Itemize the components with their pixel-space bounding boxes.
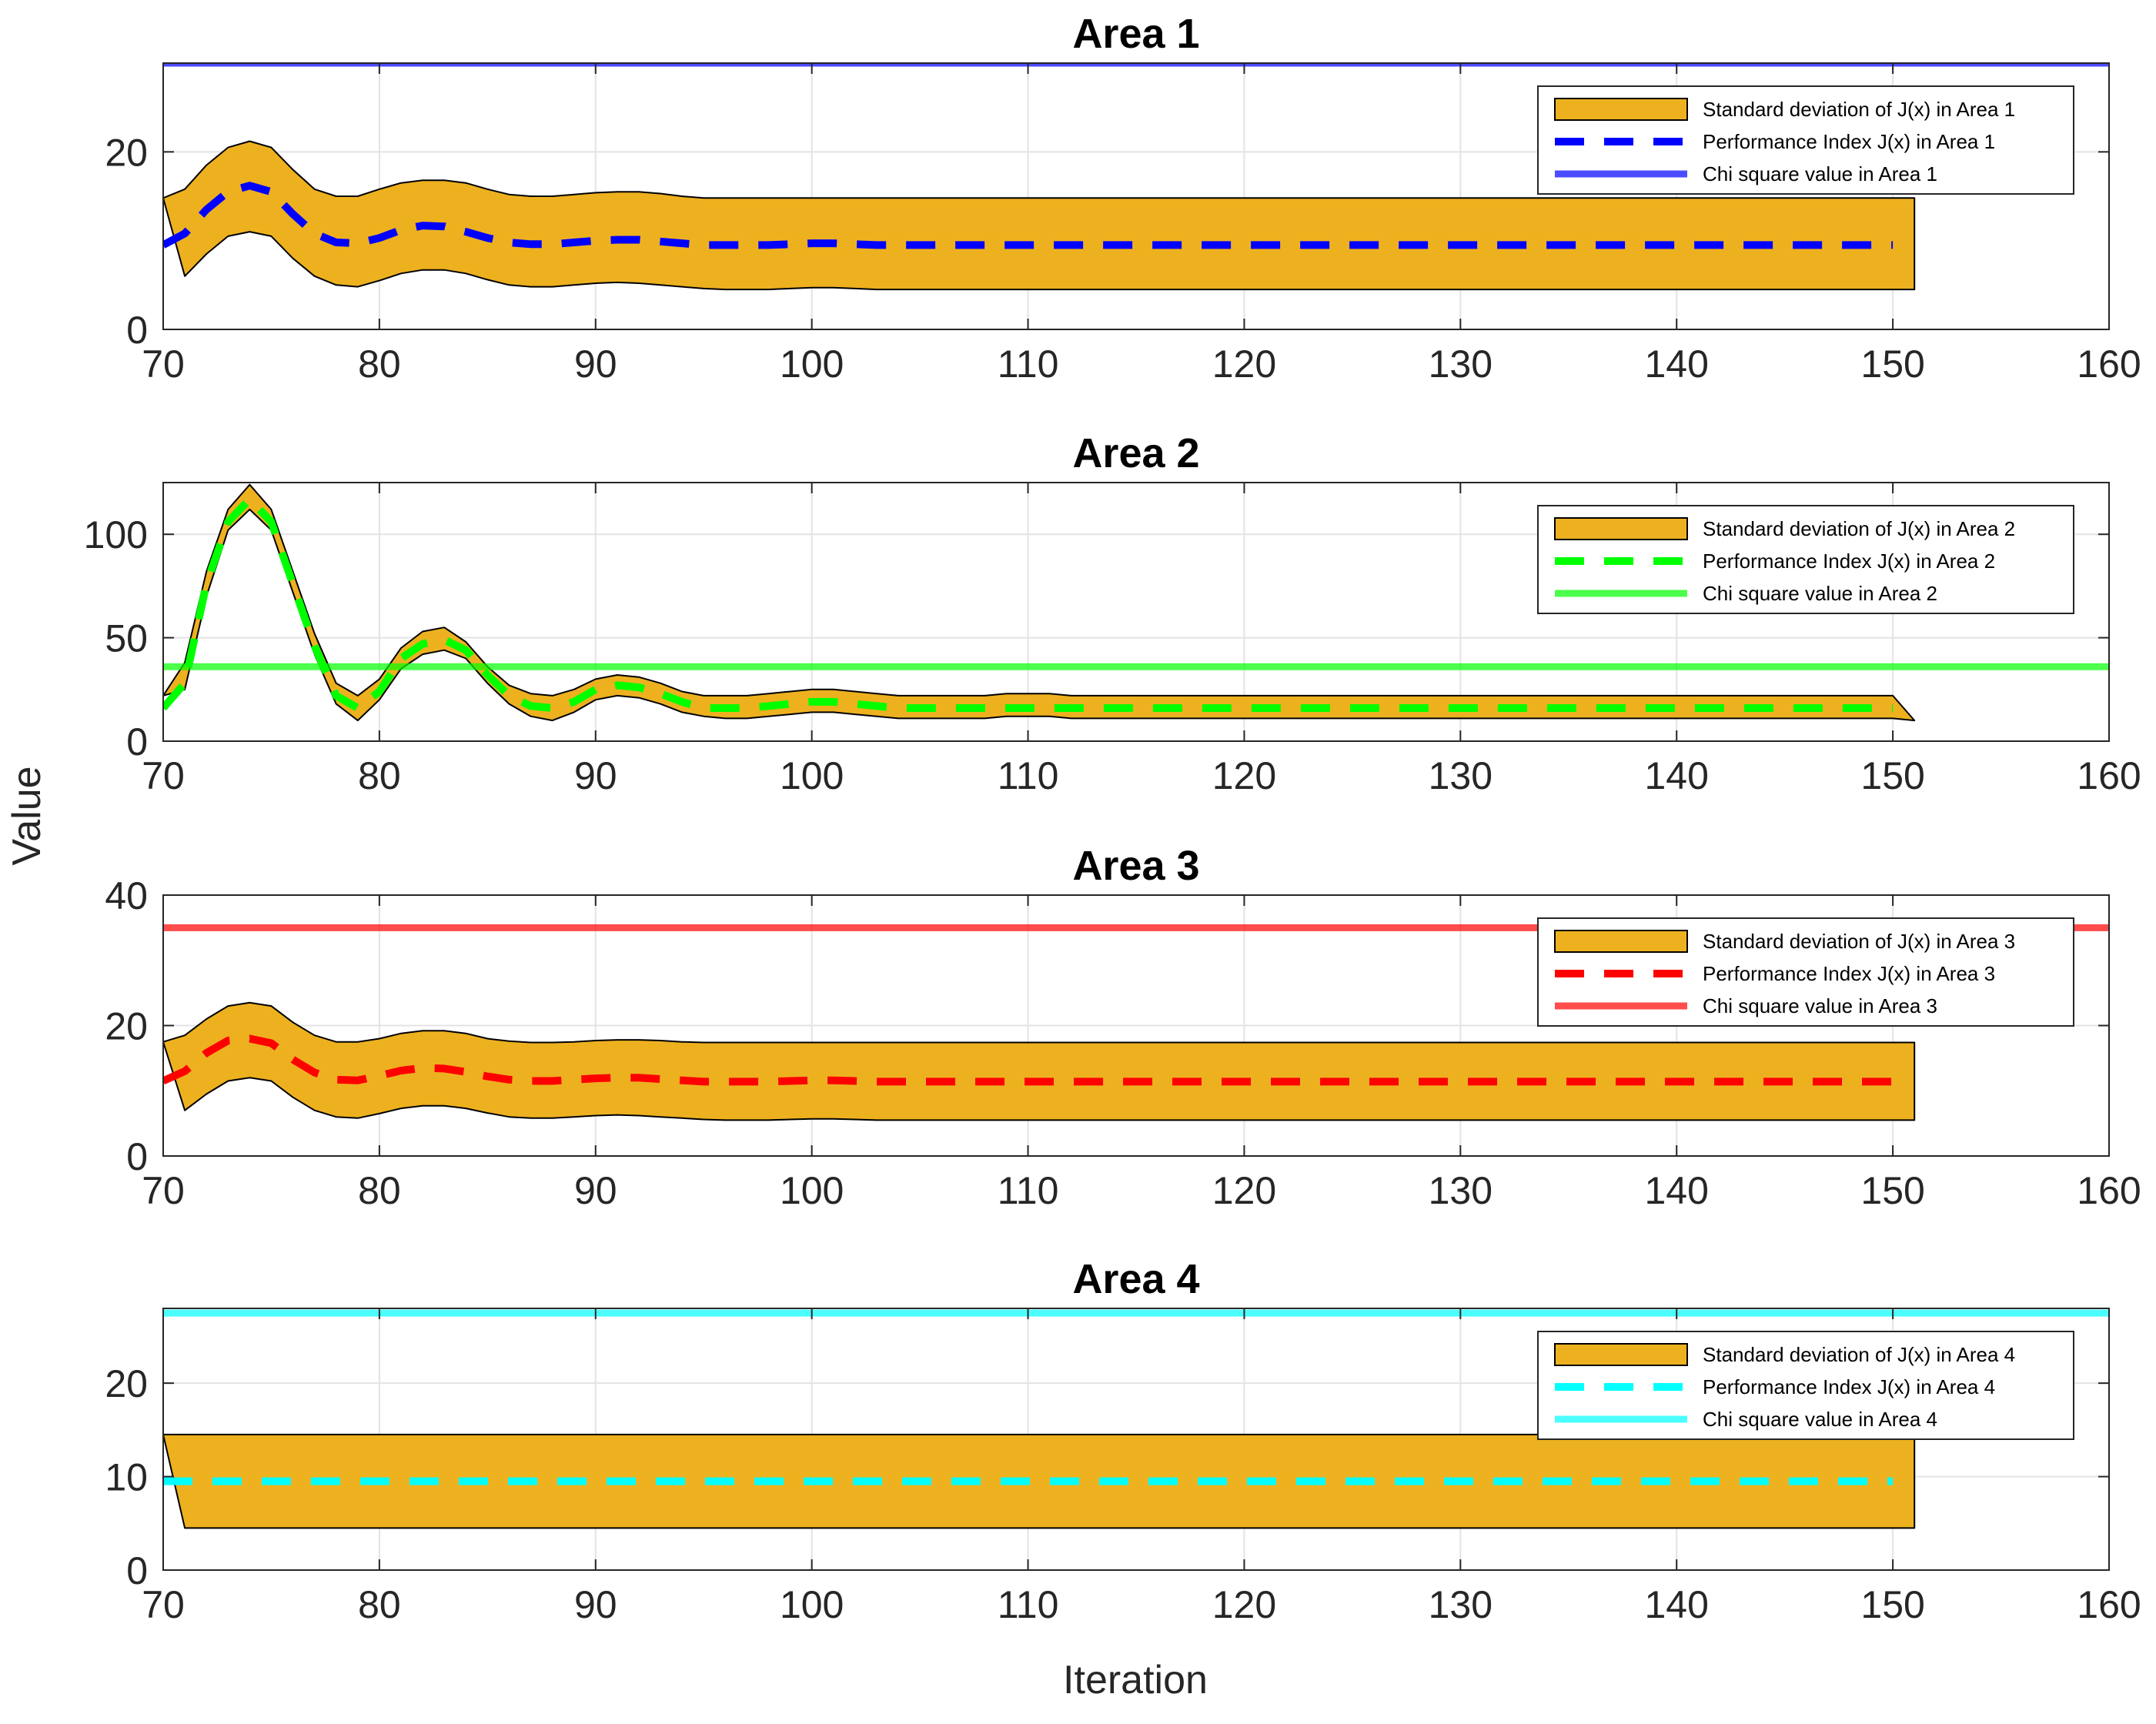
performance-index-line-1: [163, 182, 1894, 249]
x-tick-label: 150: [1860, 754, 1924, 797]
x-tick-label: 110: [998, 1169, 1059, 1212]
x-tick-label: 160: [2077, 1169, 2141, 1212]
y-tick-label: 20: [105, 131, 148, 174]
legend-4: Standard deviation of J(x) in Area 4 Perf…: [1537, 1331, 2074, 1440]
x-tick-label: 110: [998, 1583, 1059, 1626]
x-tick-label: 70: [142, 754, 185, 797]
x-tick-label: 140: [1645, 342, 1709, 386]
legend-label: Performance Index J(x) in Area 1: [1703, 130, 1995, 153]
y-tick-label: 40: [105, 874, 148, 917]
legend-label: Performance Index J(x) in Area 2: [1703, 550, 1995, 573]
legend-1: Standard deviation of J(x) in Area 1 Perf…: [1537, 85, 2074, 195]
panel-area-3: 70 80 90 100 110 120 130 140 150 160 0 20 40 Area 3 St…: [105, 843, 2141, 1212]
performance-index-line-2: [163, 495, 1894, 712]
legend-swatch-band: [1554, 98, 1688, 121]
axes-box-1: [162, 62, 2110, 330]
x-tick-label: 90: [574, 1583, 617, 1626]
x-tick-label: 80: [358, 1583, 401, 1626]
x-tick-label: 150: [1860, 342, 1924, 386]
x-tick-label: 70: [142, 342, 185, 386]
x-tick-label: 120: [1212, 1583, 1276, 1626]
plot-content-2: [163, 483, 2109, 722]
x-tick-label: 120: [1212, 1169, 1276, 1212]
x-tick-label: 110: [998, 342, 1059, 386]
panel-area-2: 70 80 90 100 110 120 130 140 150 160 0 50 100 Area 2 S…: [84, 430, 2141, 797]
x-tick-label: 80: [358, 754, 401, 797]
x-tick-label: 130: [1429, 342, 1492, 386]
legend-label: Chi square value in Area 2: [1703, 582, 1937, 605]
x-tick-label: 150: [1860, 1169, 1924, 1212]
legend-swatch-band: [1554, 517, 1688, 540]
y-tick-label: 0: [126, 309, 148, 352]
legend-label: Chi square value in Area 3: [1703, 994, 1937, 1017]
x-tick-label: 100: [780, 754, 844, 797]
plot-content-1: [163, 63, 2109, 291]
performance-index-line-3: [163, 1034, 1894, 1086]
std-deviation-band-4: [163, 1433, 1916, 1529]
x-tick-label: 90: [574, 754, 617, 797]
x-tick-label: 160: [2077, 1583, 2141, 1626]
legend-swatch-band: [1554, 1343, 1688, 1366]
x-tick-label: 150: [1860, 1583, 1924, 1626]
y-tick-label: 0: [126, 720, 148, 763]
x-tick-label: 120: [1212, 342, 1276, 386]
legend-label: Chi square value in Area 1: [1703, 162, 1937, 185]
x-tick-label: 110: [998, 754, 1059, 797]
x-tick-label: 70: [142, 1583, 185, 1626]
x-tick-label: 90: [574, 1169, 617, 1212]
x-tick-label: 100: [780, 1169, 844, 1212]
legend-label: Performance Index J(x) in Area 4: [1703, 1375, 1995, 1398]
legend-label: Standard deviation of J(x) in Area 4: [1703, 1343, 2015, 1366]
x-tick-label: 140: [1645, 1583, 1709, 1626]
x-tick-label: 130: [1429, 1169, 1492, 1212]
x-tick-label: 130: [1429, 754, 1492, 797]
y-axis-label: Value: [5, 766, 49, 865]
x-tick-label: 160: [2077, 342, 2141, 386]
x-axis-label: Iteration: [1063, 1658, 1208, 1702]
y-tick-label: 100: [84, 513, 148, 556]
legend-2: Standard deviation of J(x) in Area 2 Perf…: [1537, 505, 2074, 614]
x-tick-label: 120: [1212, 754, 1276, 797]
y-tick-label: 0: [126, 1549, 148, 1592]
x-tick-label: 70: [142, 1169, 185, 1212]
chart-title-2: Area 2: [1072, 430, 1199, 476]
axes-box-2: [162, 482, 2110, 742]
legend-3: Standard deviation of J(x) in Area 3 Perf…: [1537, 917, 2074, 1027]
legend-label: Standard deviation of J(x) in Area 2: [1703, 517, 2015, 540]
y-tick-label: 20: [105, 1362, 148, 1405]
x-tick-label: 90: [574, 342, 617, 386]
chart-title-4: Area 4: [1072, 1256, 1199, 1302]
panel-area-1: 70 80 90 100 110 120 130 140 150 160 0 20 Area 1 Stan…: [105, 11, 2141, 386]
x-tick-label: 140: [1645, 1169, 1709, 1212]
plot-content-4: [163, 1309, 2109, 1529]
x-tick-label: 130: [1429, 1583, 1492, 1626]
legend-label: Chi square value in Area 4: [1703, 1408, 1937, 1431]
chart-title-1: Area 1: [1072, 11, 1199, 57]
x-tick-label: 80: [358, 1169, 401, 1212]
x-tick-label: 100: [780, 342, 844, 386]
x-tick-label: 160: [2077, 754, 2141, 797]
legend-label: Standard deviation of J(x) in Area 1: [1703, 98, 2015, 121]
x-tick-label: 80: [358, 342, 401, 386]
y-tick-label: 20: [105, 1005, 148, 1048]
panel-area-4: 70 80 90 100 110 120 130 140 150 160 0 10 20 Area 4 St…: [105, 1256, 2141, 1626]
std-deviation-band-1: [163, 140, 1916, 291]
chart-title-3: Area 3: [1072, 843, 1199, 889]
legend-label: Standard deviation of J(x) in Area 3: [1703, 930, 2015, 953]
legend-label: Performance Index J(x) in Area 3: [1703, 962, 1995, 985]
legend-swatch-band: [1554, 930, 1688, 953]
y-tick-label: 50: [105, 617, 148, 660]
y-tick-label: 10: [105, 1456, 148, 1499]
axes-box-4: [162, 1308, 2110, 1571]
x-tick-label: 140: [1645, 754, 1709, 797]
y-tick-label: 0: [126, 1135, 148, 1178]
x-tick-label: 100: [780, 1583, 844, 1626]
std-deviation-band-3: [163, 1001, 1916, 1121]
plot-content-3: [163, 924, 2109, 1121]
